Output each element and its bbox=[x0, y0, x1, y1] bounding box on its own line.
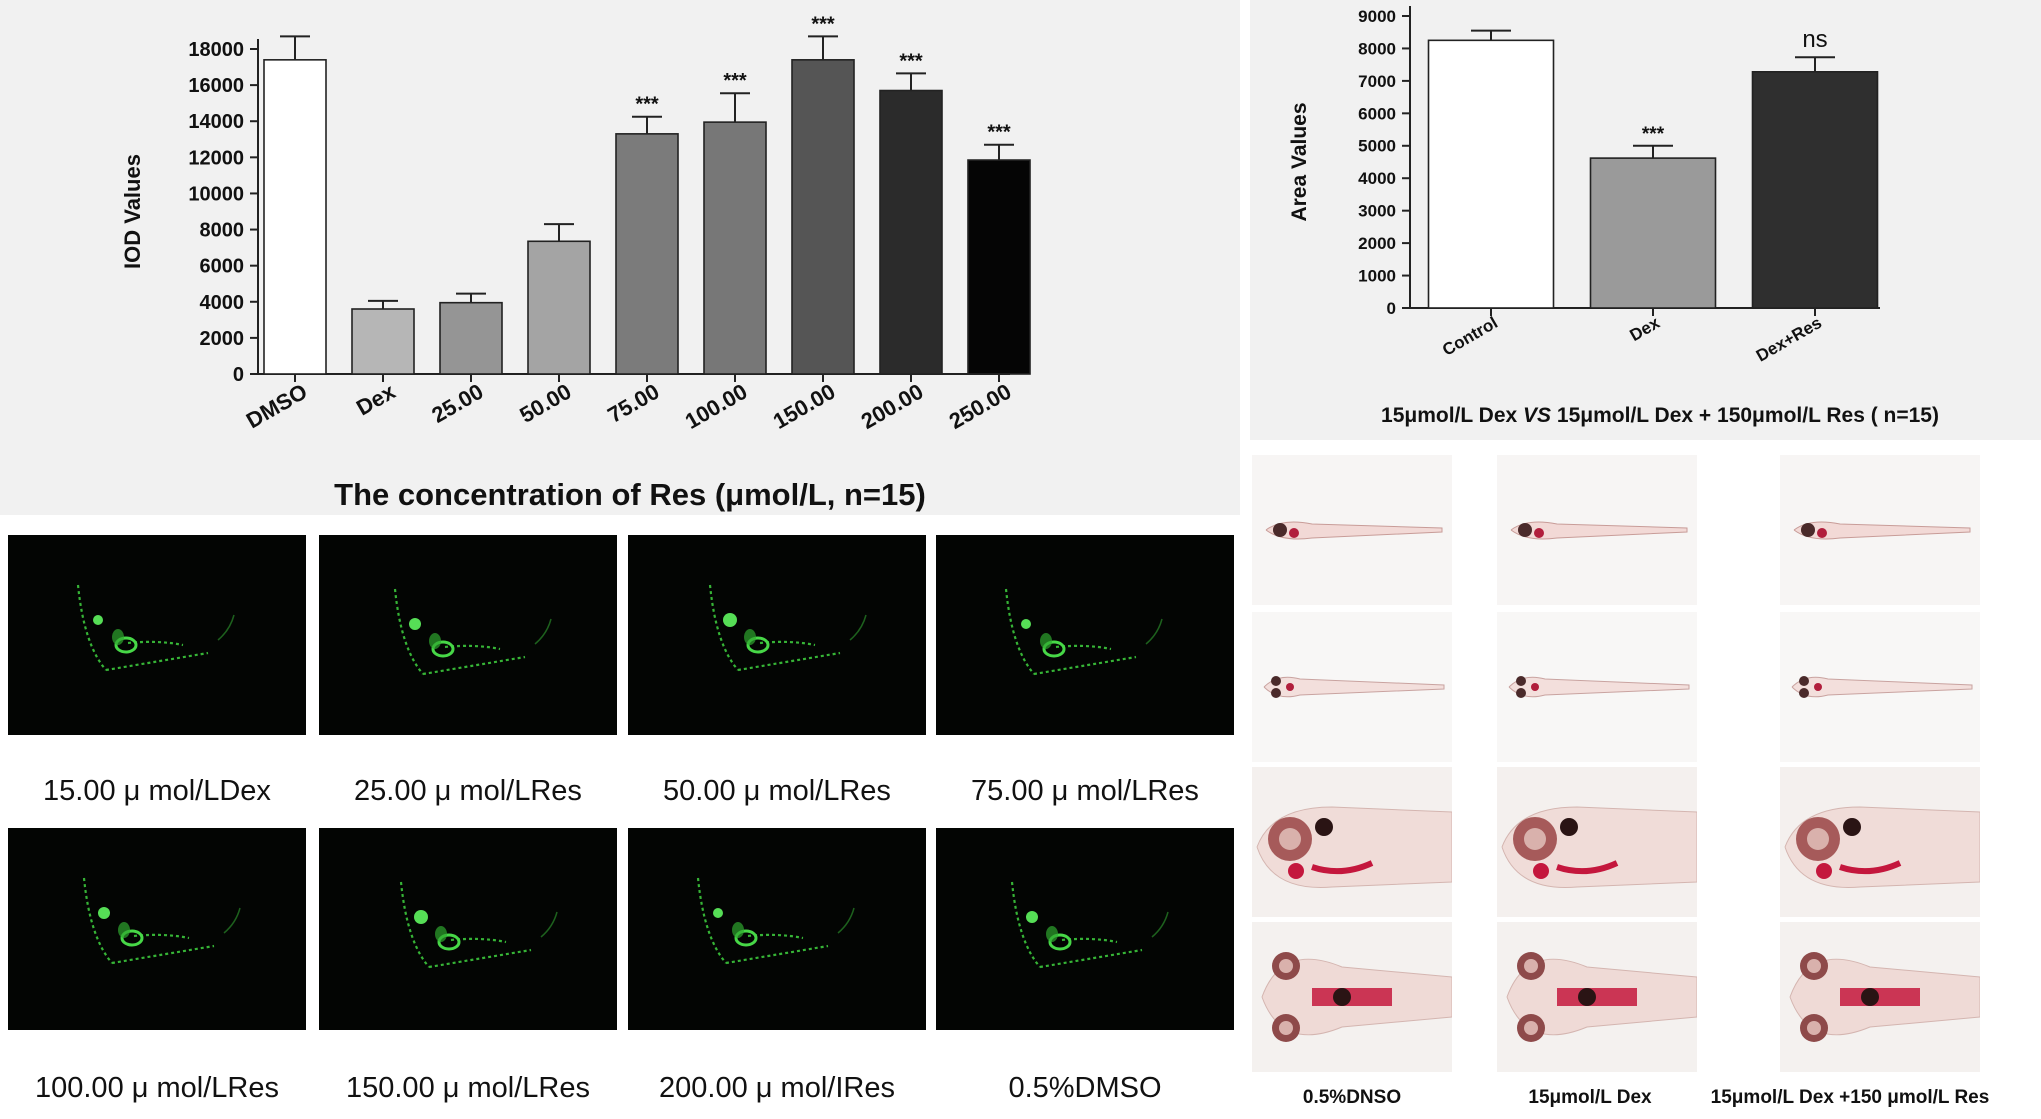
fluorescence-image bbox=[628, 828, 926, 1030]
bar bbox=[703, 121, 767, 375]
chart-a: 0 2000 4000 6000 8000 10000 12000 14000 16000 180… bbox=[120, 13, 1031, 512]
fluorescence-caption: 0.5%DMSO bbox=[1008, 1072, 1162, 1104]
y-tick-label: 8000 bbox=[200, 220, 245, 242]
bar bbox=[263, 59, 327, 375]
fluorescence-caption: 200.00 μ mol/IRes bbox=[659, 1072, 895, 1104]
y-tick-label: 7000 bbox=[1358, 72, 1396, 91]
bar bbox=[439, 301, 503, 375]
fish-photo bbox=[1497, 922, 1697, 1072]
y-tick-label: 0 bbox=[1387, 299, 1396, 318]
y-tick-label: 16000 bbox=[188, 75, 244, 97]
x-tick-label: 200.00 bbox=[857, 379, 928, 434]
bar bbox=[615, 133, 679, 375]
fish-photo bbox=[1252, 455, 1452, 607]
significance-label: *** bbox=[723, 70, 747, 92]
fish-photo bbox=[1252, 612, 1452, 762]
significance-label: ns bbox=[1802, 26, 1827, 53]
fish-photo bbox=[1497, 455, 1697, 607]
fish-photo-caption: 15μmol/L Dex +150 μmol/L Res bbox=[1710, 1087, 1990, 1108]
y-tick-label: 0 bbox=[233, 364, 244, 386]
y-axis-label: IOD Values bbox=[120, 154, 145, 269]
y-tick-label: 4000 bbox=[1358, 169, 1396, 188]
y-tick-label: 10000 bbox=[188, 183, 244, 205]
fluorescence-image bbox=[8, 828, 306, 1030]
y-tick-label: 12000 bbox=[188, 147, 244, 169]
significance-label: *** bbox=[1642, 124, 1665, 145]
y-tick-label: 9000 bbox=[1358, 7, 1396, 26]
fish-photo bbox=[1780, 455, 1980, 607]
x-tick-label: Control bbox=[1439, 313, 1501, 360]
y-tick-label: 14000 bbox=[188, 111, 244, 133]
x-tick-label: 50.00 bbox=[515, 379, 575, 428]
x-tick-label: Dex bbox=[352, 378, 400, 420]
y-tick-label: 18000 bbox=[188, 39, 244, 61]
significance-label: *** bbox=[635, 94, 659, 116]
bar bbox=[1751, 71, 1879, 309]
y-tick-label: 6000 bbox=[1358, 104, 1396, 123]
bar bbox=[791, 59, 855, 375]
bar bbox=[1427, 39, 1555, 309]
fluorescence-image bbox=[319, 535, 617, 735]
y-tick-label: 4000 bbox=[200, 292, 245, 314]
fluorescence-image bbox=[936, 535, 1234, 735]
fluorescence-image bbox=[319, 828, 617, 1030]
x-label-part2: 15μmol/L Dex + 150μmol/L Res ( n=15) bbox=[1551, 404, 1939, 427]
fish-photo bbox=[1780, 612, 1980, 762]
bar bbox=[351, 308, 415, 375]
x-tick-label: 100.00 bbox=[681, 379, 752, 434]
x-tick-label: 25.00 bbox=[427, 379, 487, 428]
fluorescence-image bbox=[628, 535, 926, 735]
x-tick-label: 75.00 bbox=[603, 379, 663, 428]
bar bbox=[527, 240, 591, 375]
fish-photo bbox=[1497, 767, 1697, 917]
y-tick-label: 1000 bbox=[1358, 267, 1396, 286]
y-tick-label: 8000 bbox=[1358, 39, 1396, 58]
bar bbox=[967, 159, 1031, 375]
x-tick-label: 250.00 bbox=[945, 379, 1016, 434]
fluorescence-caption: 100.00 μ mol/LRes bbox=[34, 1072, 280, 1104]
fluorescence-caption: 15.00 μ mol/LDex bbox=[43, 775, 271, 807]
y-tick-label: 6000 bbox=[200, 256, 245, 278]
fish-photo-caption: 0.5%DNSO bbox=[1302, 1087, 1402, 1108]
x-axis-label: 15μmol/L Dex VS 15μmol/L Dex + 150μmol/L… bbox=[1381, 404, 1939, 427]
fish-photo bbox=[1780, 922, 1980, 1072]
fish-photo bbox=[1252, 922, 1452, 1072]
y-tick-label: 5000 bbox=[1358, 137, 1396, 156]
bar bbox=[879, 89, 943, 375]
fluorescence-caption: 50.00 μ mol/LRes bbox=[663, 775, 891, 807]
chart-c: 0 1000 2000 3000 4000 5000 6000 7000 8000 9000 Are… bbox=[1288, 6, 1939, 427]
significance-label: *** bbox=[899, 50, 923, 72]
x-axis-label: The concentration of Res (μmol/L, n=15) bbox=[334, 477, 926, 512]
fish-photo bbox=[1780, 767, 1980, 917]
fluorescence-caption: 25.00 μ mol/LRes bbox=[354, 775, 582, 807]
y-tick-label: 2000 bbox=[200, 328, 245, 350]
significance-label: *** bbox=[811, 13, 835, 35]
y-tick-label: 2000 bbox=[1358, 234, 1396, 253]
fluorescence-caption: 75.00 μ mol/LRes bbox=[971, 775, 1199, 807]
x-tick-label: Dex+Res bbox=[1753, 313, 1825, 366]
fluorescence-image bbox=[936, 828, 1234, 1030]
x-label-part1: 15μmol/L Dex bbox=[1381, 404, 1523, 427]
x-tick-label: Dex bbox=[1626, 313, 1663, 345]
y-axis-label: Area Values bbox=[1288, 102, 1311, 221]
significance-label: *** bbox=[987, 122, 1011, 144]
x-label-vs: VS bbox=[1523, 404, 1551, 427]
fluorescence-caption: 150.00 μ mol/LRes bbox=[345, 1072, 591, 1104]
x-tick-label: 150.00 bbox=[769, 379, 840, 434]
y-tick-label: 3000 bbox=[1358, 202, 1396, 221]
fish-photo bbox=[1497, 612, 1697, 762]
fish-photo-caption: 15μmol/L Dex bbox=[1528, 1087, 1652, 1108]
x-tick-label: DMSO bbox=[242, 379, 312, 434]
fish-photo bbox=[1252, 767, 1452, 917]
fluorescence-image bbox=[8, 535, 306, 735]
bar bbox=[1589, 157, 1717, 309]
